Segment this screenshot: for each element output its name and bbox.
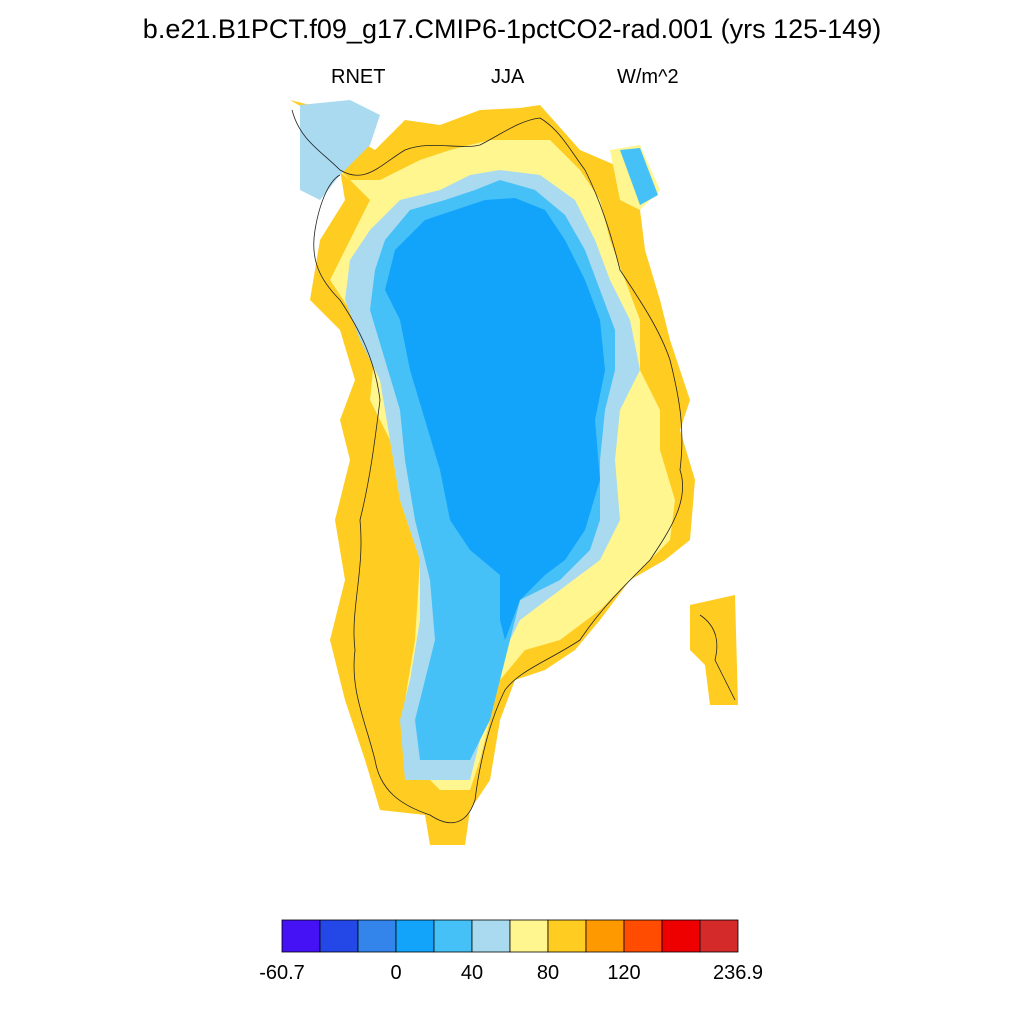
plot-title: b.e21.B1PCT.f09_g17.CMIP6-1pctCO2-rad.00… bbox=[142, 14, 882, 44]
units-label: W/m^2 bbox=[617, 66, 679, 88]
colorbar-label: 0 bbox=[390, 962, 402, 984]
season-label: JJA bbox=[491, 66, 525, 88]
rnet-field-layer bbox=[290, 100, 738, 845]
colorbar-label: -60.7 bbox=[259, 962, 305, 984]
colorbar-swatch bbox=[585, 919, 625, 953]
colorbar-swatch bbox=[471, 919, 511, 953]
northwest-patch bbox=[300, 100, 380, 200]
northeast-blue-patch bbox=[620, 148, 658, 205]
colorbar-label: 80 bbox=[536, 962, 560, 984]
colorbar-label: 120 bbox=[607, 962, 641, 984]
colorbar-swatch bbox=[433, 919, 473, 953]
colorbar-swatch bbox=[281, 919, 321, 953]
colorbar bbox=[281, 919, 739, 953]
colorbar-swatch bbox=[661, 919, 701, 953]
coastline bbox=[291, 109, 736, 824]
variable-label: RNET bbox=[331, 66, 386, 88]
colorbar-swatch bbox=[319, 919, 359, 953]
east-island-patch bbox=[690, 595, 738, 705]
colorbar-swatch bbox=[509, 919, 549, 953]
interior-ice-sheet bbox=[385, 198, 605, 640]
colorbar-swatch bbox=[357, 919, 397, 953]
colorbar-label: 40 bbox=[460, 962, 484, 984]
colorbar-swatch bbox=[623, 919, 663, 953]
colorbar-swatch bbox=[547, 919, 587, 953]
colorbar-label: 236.9 bbox=[712, 962, 764, 984]
colorbar-swatch bbox=[395, 919, 435, 953]
colorbar-swatch bbox=[699, 919, 739, 953]
